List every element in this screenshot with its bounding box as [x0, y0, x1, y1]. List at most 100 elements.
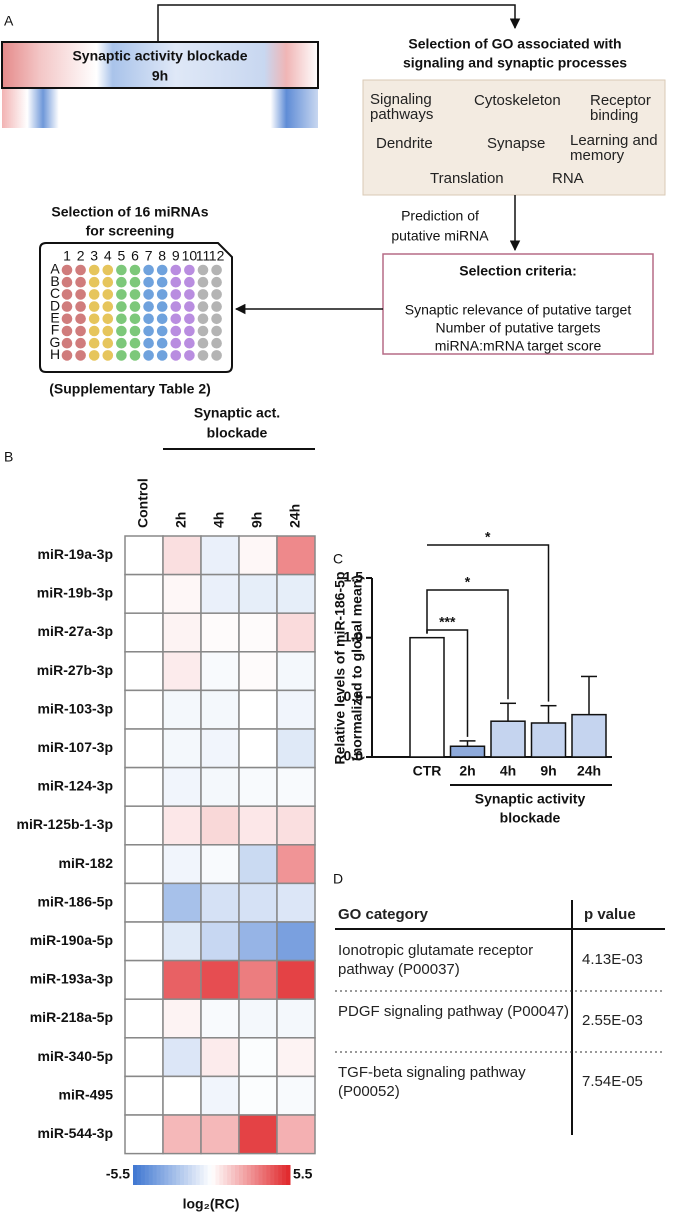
well [61, 325, 73, 337]
strip-decoration [2, 88, 318, 128]
heatmap-cell [162, 689, 202, 730]
colorbar-step [199, 1165, 205, 1185]
colorbar-step [231, 1165, 236, 1185]
row-label: miR-107-3p [38, 739, 113, 755]
colorbar-step [227, 1165, 232, 1185]
heatmap-cell [276, 651, 316, 692]
strip-label: Synaptic activity blockade [72, 48, 247, 64]
go-term: Translation [430, 170, 504, 187]
well [156, 350, 168, 361]
well [143, 325, 154, 337]
well [156, 276, 168, 288]
colorbar-step [164, 1165, 169, 1185]
go-category: PDGF signaling pathway (P00047) [338, 1003, 569, 1020]
colorbar-tick: -5.5 [106, 1166, 130, 1182]
heatmap-cell [200, 921, 240, 962]
heatmap-cell [162, 1114, 202, 1155]
well [143, 289, 154, 300]
heatmap-cell [238, 573, 278, 614]
prediction-label: Prediction of [401, 208, 479, 224]
heatmap-cell [238, 612, 278, 653]
well [143, 313, 154, 325]
criteria-item: miRNA:mRNA target score [435, 338, 602, 354]
colorbar-step [195, 1165, 201, 1185]
heatmap-cell [238, 766, 278, 807]
well [156, 289, 168, 300]
arrow [157, 4, 521, 42]
well [129, 289, 141, 300]
heatmap-cell [124, 573, 164, 614]
bar [449, 745, 486, 758]
colorbar-step [254, 1165, 260, 1185]
well [211, 313, 222, 325]
well [197, 276, 209, 288]
well [75, 301, 86, 312]
selection-title: for screening [86, 223, 175, 239]
heatmap-cell [200, 573, 240, 614]
strip-time: 9h [152, 68, 168, 84]
x-axis-label: blockade [500, 810, 561, 826]
well [211, 350, 222, 361]
row-label: miR-193a-3p [30, 971, 113, 987]
well [102, 313, 114, 325]
heatmap-cell [276, 882, 316, 923]
well [197, 313, 209, 325]
well [211, 337, 222, 349]
well [116, 289, 127, 300]
well [61, 264, 73, 276]
row-label: miR-495 [59, 1086, 114, 1102]
heatmap-cell [124, 689, 164, 730]
heatmap-cell [238, 959, 278, 1000]
colorbar-step [133, 1165, 138, 1185]
row-label: miR-27b-3p [37, 662, 113, 678]
significance-label: *** [439, 614, 456, 630]
heatmap-cell [200, 882, 240, 923]
heatmap-cell [200, 689, 240, 730]
well [129, 337, 141, 349]
well [129, 301, 141, 312]
heatmap-cell [124, 612, 164, 653]
colorbar-step [219, 1165, 224, 1185]
well [88, 313, 100, 325]
colorbar-step [250, 1165, 256, 1185]
well [102, 276, 114, 288]
well [170, 276, 182, 288]
criteria-item: Synaptic relevance of putative target [405, 302, 632, 318]
go-term: Learning and memory [570, 132, 658, 164]
significance-label: * [465, 574, 471, 590]
well [197, 289, 209, 300]
well [170, 313, 182, 325]
y-axis-label: Relative levels of miR-186-5p [332, 572, 348, 765]
colorbar-step [207, 1165, 212, 1185]
plate-row: B [50, 273, 59, 289]
well [184, 325, 195, 337]
well [156, 337, 168, 349]
heatmap-cell [162, 1037, 202, 1078]
bar [409, 636, 445, 758]
well [156, 264, 168, 276]
plate-row: A [50, 261, 60, 277]
plate-column: 3 [90, 248, 98, 264]
column-label: Control [135, 478, 151, 528]
well [102, 350, 114, 361]
p-value: 2.55E-03 [582, 1012, 643, 1029]
go-box [362, 79, 666, 196]
colorbar-step [176, 1165, 181, 1185]
plate-column: 11 [196, 248, 211, 264]
heatmap-cell [200, 959, 240, 1000]
row-label: miR-125b-1-3p [17, 816, 113, 832]
heatmap-cell [276, 805, 316, 846]
colorbar-step [160, 1165, 165, 1185]
heatmap-cell [238, 805, 278, 846]
colorbar-step [278, 1165, 283, 1185]
colorbar-step [187, 1165, 193, 1185]
colorbar-step [203, 1165, 209, 1185]
heatmap-cell [276, 998, 316, 1039]
colorbar-step [262, 1165, 267, 1185]
criteria-title: Selection criteria: [459, 263, 577, 279]
plate-row: H [50, 346, 60, 362]
well [61, 301, 73, 312]
well [102, 325, 114, 337]
table-header: GO category [338, 906, 429, 923]
plate-row: G [50, 334, 61, 350]
